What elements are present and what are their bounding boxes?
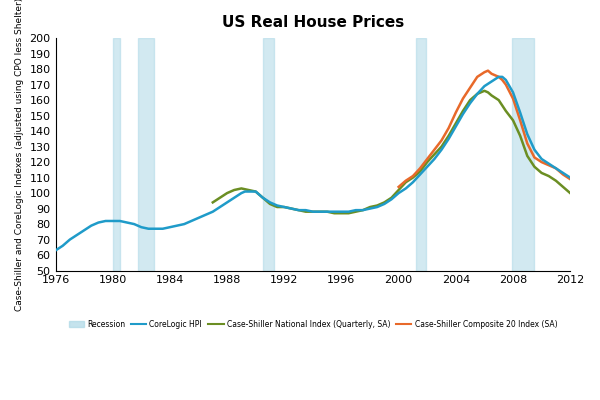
- Bar: [113, 38, 120, 270]
- Legend: Recession, CoreLogic HPI, Case-Shiller National Index (Quarterly, SA), Case-Shil: Recession, CoreLogic HPI, Case-Shiller N…: [65, 317, 560, 332]
- Bar: [416, 38, 426, 270]
- Bar: [512, 38, 535, 270]
- Bar: [138, 38, 154, 270]
- Y-axis label: Case-Shiller and CoreLogic Indexes (adjusted using CPO less Shelter): Case-Shiller and CoreLogic Indexes (adju…: [15, 0, 24, 311]
- Title: US Real House Prices: US Real House Prices: [222, 15, 404, 30]
- Bar: [263, 38, 274, 270]
